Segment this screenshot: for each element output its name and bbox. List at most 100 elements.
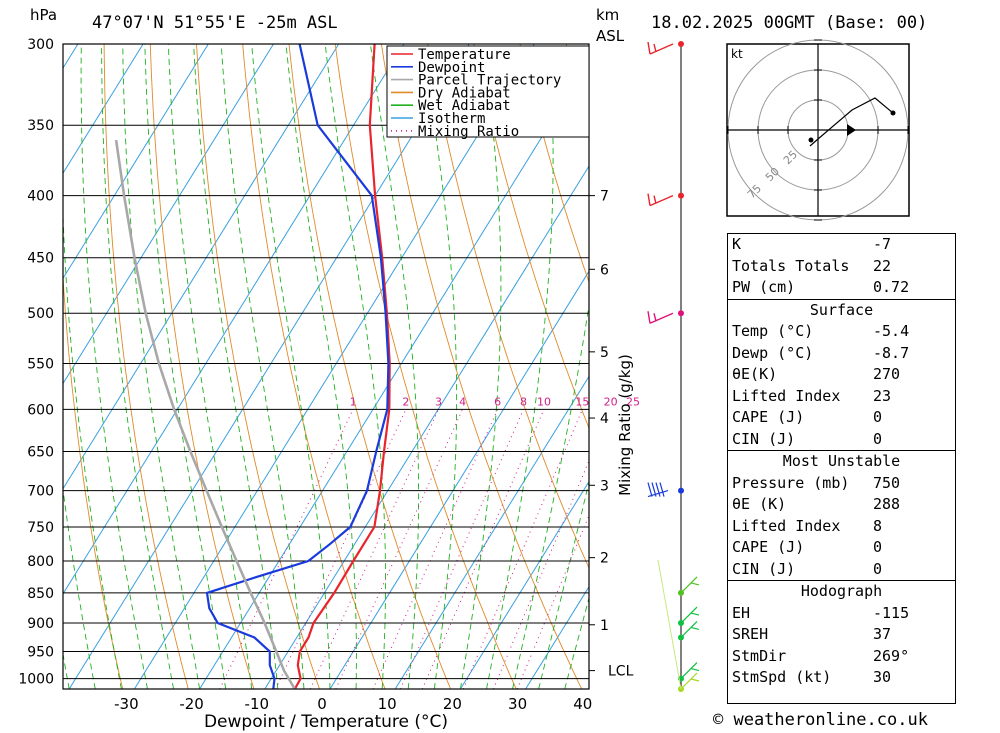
index-row: Lifted Index 23	[728, 386, 955, 408]
pressure-tick-label: 900	[27, 616, 54, 632]
pressure-tick-label: 350	[27, 118, 54, 134]
indices-panel: K -7 Totals Totals 22 PW (cm) 0.72 Surface Tem…	[727, 233, 956, 704]
legend-entry: Temperature	[418, 47, 511, 63]
index-label: StmDir	[732, 646, 787, 665]
isotherm-line	[63, 44, 274, 385]
wind-barb	[678, 606, 700, 627]
wet-adiabat-line	[193, 44, 279, 689]
wet-adiabat-line	[422, 44, 458, 689]
wet-adiabat-line	[486, 44, 554, 689]
wet-adiabat-line	[80, 44, 148, 689]
index-value: 750	[873, 473, 901, 492]
isotherm-line	[63, 44, 144, 175]
pressure-tick-labels: 300 350 400 450 500 550 600 650 700 750 800 850 900 9…	[18, 37, 54, 688]
isotherm-line	[199, 59, 589, 689]
index-row: StmSpd (kt) 30	[728, 667, 955, 689]
index-value: 30	[873, 668, 892, 686]
wet-adiabat-line	[101, 44, 174, 689]
mixing-ratio-labels: 1 2 3 4 6 8 10 15 20 25	[350, 395, 640, 408]
pressure-tick-label: 300	[27, 37, 54, 53]
temperature-tick-label: 30	[508, 695, 527, 713]
mixing-ratio-line	[421, 409, 545, 689]
index-value: 0	[873, 408, 883, 426]
index-label: CAPE (J)	[732, 538, 805, 556]
credit-text: © weatheronline.co.uk	[713, 710, 928, 730]
series-dewpoint	[205, 44, 390, 689]
index-value: 23	[873, 386, 892, 405]
legend-entry: Isotherm	[418, 111, 485, 127]
index-label: θE (K)	[732, 495, 787, 513]
dry-adiabat-line	[982, 44, 1000, 689]
dry-adiabat-line	[380, 44, 583, 689]
dry-adiabat-line	[63, 271, 124, 689]
height-tick-label: 4	[600, 411, 609, 427]
wind-barb	[647, 310, 684, 324]
surface-table: Surface Temp (°C) -5.4 Dewp (°C) -8.7 θE(K) 27…	[728, 298, 955, 451]
mixing-ratio-label: 1	[350, 395, 357, 408]
x-axis-label: Dewpoint / Temperature (°C)	[204, 712, 448, 732]
isotherm-line	[264, 165, 589, 689]
isotherm-line	[63, 44, 209, 280]
pressure-tick-label: 850	[27, 586, 54, 602]
dry-adiabat-line	[473, 44, 589, 430]
datetime-title: 18.02.2025 00GMT (Base: 00)	[651, 13, 927, 33]
series-temperature	[293, 44, 391, 689]
series-parcel-trajectory	[114, 139, 296, 689]
hodograph-point	[808, 137, 814, 143]
index-row: K -7	[728, 234, 955, 256]
legend-entry: Wet Adiabat	[418, 98, 511, 114]
index-value: 270	[873, 365, 901, 383]
isotherm-line	[459, 480, 589, 689]
wind-barb	[647, 192, 684, 207]
pressure-tick-label: 800	[27, 554, 54, 570]
index-row: Totals Totals 22	[728, 256, 955, 278]
wet-adiabat-line	[167, 44, 253, 689]
mixing-ratio-label: 2	[402, 395, 409, 408]
dry-adiabat-line	[242, 44, 386, 689]
wet-adiabat-line	[369, 44, 420, 689]
index-row: Dewp (°C) -8.7	[728, 343, 955, 365]
mixing-ratio-label: 4	[459, 395, 466, 408]
pressure-tick-label: 750	[27, 520, 54, 536]
height-unit-asl: ASL	[596, 27, 625, 45]
mixing-ratio-label: 3	[435, 395, 442, 408]
index-label: θE(K)	[732, 365, 778, 383]
index-row: SREH 37	[728, 624, 955, 646]
wet-adiabat-line	[122, 44, 201, 689]
height-tick-label: LCL	[608, 664, 634, 680]
mixing-ratio-line	[462, 409, 583, 689]
index-row: Lifted Index 8	[728, 516, 955, 538]
height-tick-label: 3	[600, 478, 609, 494]
wind-barb	[647, 482, 684, 498]
height-tick-label: 5	[600, 345, 609, 361]
height-tick-label: 1	[600, 618, 609, 634]
index-label: Lifted Index	[732, 516, 841, 535]
height-tick-label: 6	[600, 262, 609, 278]
temperature-tick-label: 40	[573, 695, 592, 713]
mixing-ratio-line	[492, 459, 589, 689]
wind-barbs	[647, 41, 700, 692]
index-value: 0	[873, 559, 883, 578]
legend-entry: Dewpoint	[418, 60, 485, 76]
index-label: Lifted Index	[732, 386, 841, 405]
section-title: Surface	[728, 298, 955, 321]
wet-adiabat-line	[512, 302, 589, 689]
wet-adiabat-line	[144, 44, 227, 689]
index-row: EH -115	[728, 603, 955, 625]
index-value: 8	[873, 516, 883, 535]
wind-barb	[647, 41, 684, 55]
index-value: -115	[873, 603, 910, 622]
storm-motion-marker	[847, 124, 856, 136]
index-label: Totals Totals	[732, 256, 850, 275]
pressure-tick-label: 400	[27, 189, 54, 205]
wind-barb	[678, 576, 700, 596]
section-title: Hodograph	[728, 580, 955, 603]
mixing-ratio-label: 10	[537, 395, 551, 408]
dry-adiabat-line	[334, 44, 517, 689]
height-tick-label: 2	[600, 551, 609, 567]
wet-adiabat-line	[220, 44, 305, 689]
wet-adiabat-line	[285, 44, 357, 689]
index-label: SREH	[732, 625, 769, 643]
hodograph-unit: kt	[731, 47, 743, 61]
index-label: CIN (J)	[732, 559, 796, 578]
